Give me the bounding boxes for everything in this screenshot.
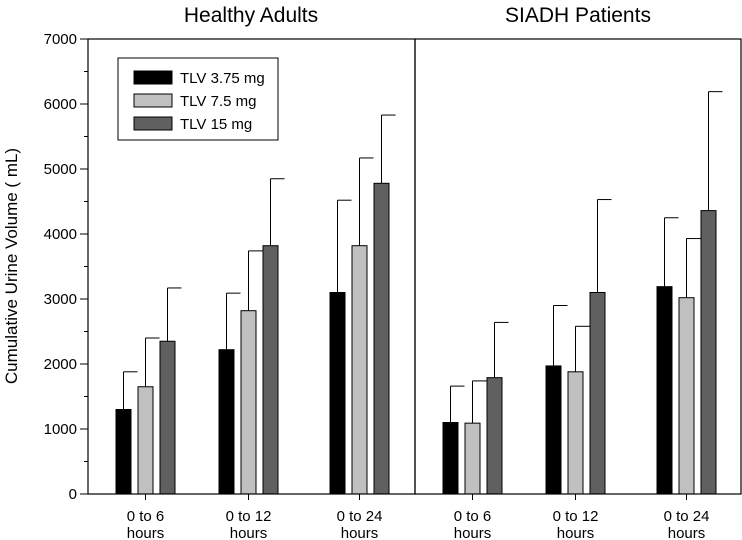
category-label: 0 to 6 bbox=[127, 508, 165, 525]
category-label: 0 to 12 bbox=[226, 508, 272, 525]
category-label-unit: hours bbox=[557, 525, 595, 540]
legend-label-tlv-3-75: TLV 3.75 mg bbox=[180, 70, 265, 87]
legend-swatch-tlv-15 bbox=[133, 116, 173, 131]
bar-tlv-15 bbox=[159, 340, 176, 495]
legend-label-tlv-7-5: TLV 7.5 mg bbox=[180, 93, 256, 110]
y-axis-title: Cumulative Urine Volume ( mL) bbox=[2, 148, 21, 384]
category-label: 0 to 24 bbox=[664, 508, 710, 525]
panel-title-siadh-patients: SIADH Patients bbox=[505, 4, 651, 27]
legend-swatch-tlv-3-75 bbox=[133, 70, 173, 85]
bar-tlv-7-5 bbox=[678, 297, 695, 495]
category-label-unit: hours bbox=[341, 525, 379, 540]
bar-tlv-15 bbox=[486, 377, 503, 495]
bar-tlv-15 bbox=[589, 292, 606, 495]
category-label: 0 to 12 bbox=[553, 508, 599, 525]
legend: TLV 3.75 mg TLV 7.5 mg TLV 15 mg bbox=[117, 57, 279, 141]
bar-tlv-3-75 bbox=[545, 365, 562, 495]
y-tick-label: 7000 bbox=[44, 31, 77, 48]
y-axis-ticks: 0 1000 2000 3000 4000 5000 6000 7000 bbox=[44, 31, 88, 503]
bar-tlv-7-5 bbox=[567, 371, 584, 495]
y-tick-label: 2000 bbox=[44, 356, 77, 373]
bar-tlv-3-75 bbox=[115, 409, 132, 495]
bar-tlv-15 bbox=[262, 245, 279, 495]
legend-swatch-tlv-7-5 bbox=[133, 93, 173, 108]
y-tick-label: 0 bbox=[69, 486, 77, 503]
bar-tlv-7-5 bbox=[351, 245, 368, 495]
bar-tlv-7-5 bbox=[464, 422, 481, 495]
bar-tlv-7-5 bbox=[240, 310, 257, 495]
bar-tlv-3-75 bbox=[442, 422, 459, 495]
category-label-unit: hours bbox=[668, 525, 706, 540]
bar-tlv-15 bbox=[700, 210, 717, 495]
y-tick-label: 1000 bbox=[44, 421, 77, 438]
panel-title-healthy-adults: Healthy Adults bbox=[184, 4, 318, 27]
bar-tlv-7-5 bbox=[137, 386, 154, 495]
bar-tlv-3-75 bbox=[656, 286, 673, 495]
y-tick-label: 3000 bbox=[44, 291, 77, 308]
category-label-unit: hours bbox=[127, 525, 165, 540]
bar-tlv-3-75 bbox=[218, 349, 235, 495]
category-label: 0 to 6 bbox=[454, 508, 492, 525]
y-tick-label: 5000 bbox=[44, 161, 77, 178]
plot-frame-right bbox=[414, 38, 742, 495]
y-tick-label: 6000 bbox=[44, 96, 77, 113]
error-bars bbox=[123, 91, 723, 424]
category-label-unit: hours bbox=[454, 525, 492, 540]
bar-tlv-15 bbox=[373, 182, 390, 495]
y-tick-label: 4000 bbox=[44, 226, 77, 243]
category-label-unit: hours bbox=[230, 525, 268, 540]
bar-tlv-3-75 bbox=[329, 292, 346, 495]
bars bbox=[115, 182, 717, 495]
legend-label-tlv-15: TLV 15 mg bbox=[180, 116, 252, 133]
category-label: 0 to 24 bbox=[337, 508, 383, 525]
